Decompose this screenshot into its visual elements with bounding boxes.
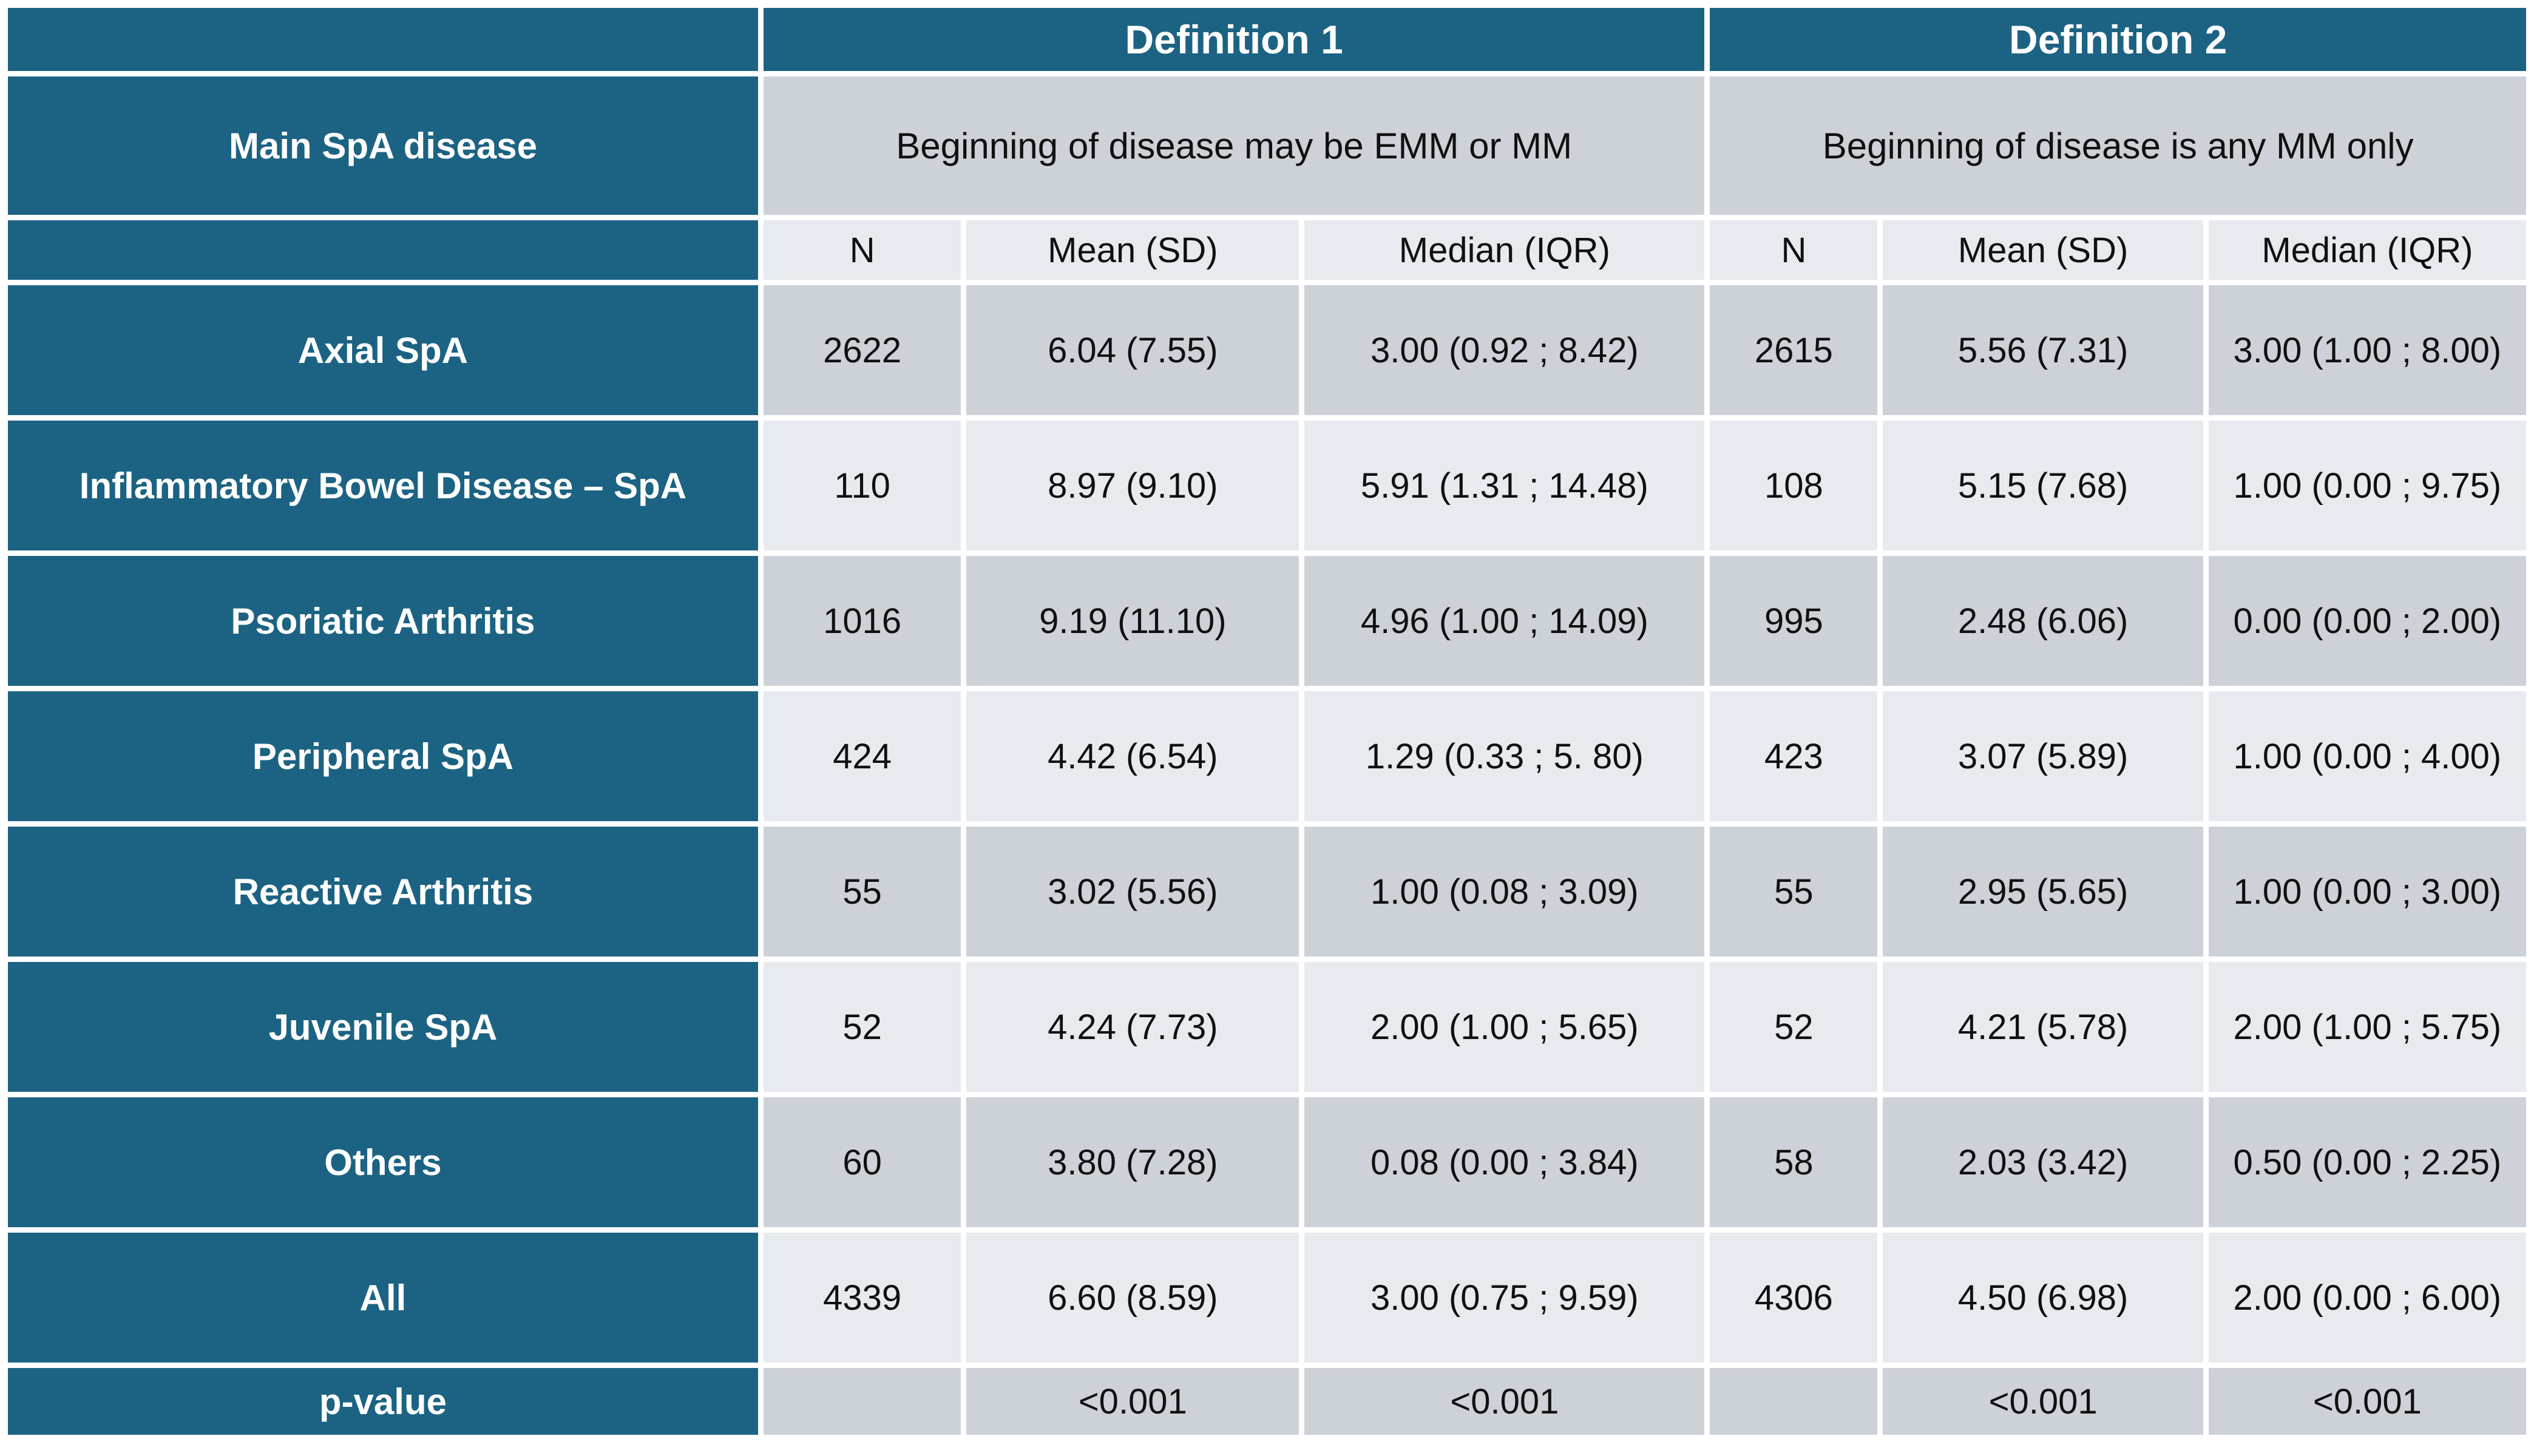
data-cell: 55 [1710,827,1878,957]
data-cell [1710,1368,1878,1435]
data-cell: 4339 [763,1233,961,1363]
data-cell: 4.96 (1.00 ; 14.09) [1304,556,1705,686]
data-cell: 2.00 (0.00 ; 6.00) [2208,1233,2526,1363]
data-cell: 4.24 (7.73) [966,962,1299,1092]
data-cell: 6.60 (8.59) [966,1233,1299,1363]
data-cell: 108 [1710,421,1878,550]
data-cell: 6.04 (7.55) [966,285,1299,415]
data-cell: 0.00 (0.00 ; 2.00) [2208,556,2526,686]
data-cell: 1.00 (0.00 ; 4.00) [2208,691,2526,821]
data-cell: 2.48 (6.06) [1883,556,2203,686]
stat-header-row: N Mean (SD) Median (IQR) N Mean (SD) Med… [8,220,2526,280]
data-cell: <0.001 [966,1368,1299,1435]
definition-1-subtitle: Beginning of disease may be EMM or MM [763,76,1705,215]
data-cell: 2615 [1710,285,1878,415]
stat-header-spacer [8,220,758,280]
table-row: Peripheral SpA 424 4.42 (6.54) 1.29 (0.3… [8,691,2526,821]
table-row: Others 60 3.80 (7.28) 0.08 (0.00 ; 3.84)… [8,1097,2526,1227]
data-cell: 3.00 (1.00 ; 8.00) [2208,285,2526,415]
data-cell: 1016 [763,556,961,686]
row-header-title: Main SpA disease [8,76,758,215]
stat-header-median-def2: Median (IQR) [2208,220,2526,280]
row-label: Inflammatory Bowel Disease – SpA [8,421,758,550]
data-cell [763,1368,961,1435]
definition-header-row: Definition 1 Definition 2 [8,8,2526,71]
definition-1-header: Definition 1 [763,8,1705,71]
row-label: Psoriatic Arthritis [8,556,758,686]
corner-cell [8,8,758,71]
data-cell: 0.50 (0.00 ; 2.25) [2208,1097,2526,1227]
definition-2-header: Definition 2 [1710,8,2526,71]
row-label: Axial SpA [8,285,758,415]
data-cell: 995 [1710,556,1878,686]
data-cell: 3.07 (5.89) [1883,691,2203,821]
data-cell: 2.00 (1.00 ; 5.65) [1304,962,1705,1092]
data-cell: 3.80 (7.28) [966,1097,1299,1227]
data-cell: 1.29 (0.33 ; 5. 80) [1304,691,1705,821]
data-cell: 55 [763,827,961,957]
data-cell: 5.15 (7.68) [1883,421,2203,550]
data-cell: 2622 [763,285,961,415]
data-cell: 52 [1710,962,1878,1092]
subtitle-row: Main SpA disease Beginning of disease ma… [8,76,2526,215]
data-cell: 1.00 (0.00 ; 9.75) [2208,421,2526,550]
data-cell: 3.00 (0.92 ; 8.42) [1304,285,1705,415]
stat-header-mean-def2: Mean (SD) [1883,220,2203,280]
table-row: Axial SpA 2622 6.04 (7.55) 3.00 (0.92 ; … [8,285,2526,415]
data-cell: 5.56 (7.31) [1883,285,2203,415]
row-label: p-value [8,1368,758,1435]
data-cell: 3.02 (5.56) [966,827,1299,957]
data-cell: 2.95 (5.65) [1883,827,2203,957]
data-cell: 4.42 (6.54) [966,691,1299,821]
table-row: Juvenile SpA 52 4.24 (7.73) 2.00 (1.00 ;… [8,962,2526,1092]
row-label: All [8,1233,758,1363]
data-cell: 4.21 (5.78) [1883,962,2203,1092]
data-cell: 9.19 (11.10) [966,556,1299,686]
data-cell: <0.001 [1304,1368,1705,1435]
data-cell: 1.00 (0.00 ; 3.00) [2208,827,2526,957]
data-cell: 4.50 (6.98) [1883,1233,2203,1363]
data-cell: 424 [763,691,961,821]
row-label: Reactive Arthritis [8,827,758,957]
data-cell: 4306 [1710,1233,1878,1363]
stat-header-median-def1: Median (IQR) [1304,220,1705,280]
table-row: Inflammatory Bowel Disease – SpA 110 8.9… [8,421,2526,550]
row-label: Peripheral SpA [8,691,758,821]
data-cell: 110 [763,421,961,550]
data-cell: 60 [763,1097,961,1227]
data-cell: 8.97 (9.10) [966,421,1299,550]
data-cell: 2.00 (1.00 ; 5.75) [2208,962,2526,1092]
pvalue-row: p-value <0.001 <0.001 <0.001 <0.001 [8,1368,2526,1435]
row-label: Juvenile SpA [8,962,758,1092]
table-row: All 4339 6.60 (8.59) 3.00 (0.75 ; 9.59) … [8,1233,2526,1363]
data-cell: 423 [1710,691,1878,821]
row-label: Others [8,1097,758,1227]
data-cell: <0.001 [1883,1368,2203,1435]
data-cell: 2.03 (3.42) [1883,1097,2203,1227]
table-row: Reactive Arthritis 55 3.02 (5.56) 1.00 (… [8,827,2526,957]
stat-header-n-def2: N [1710,220,1878,280]
data-cell: 0.08 (0.00 ; 3.84) [1304,1097,1705,1227]
data-cell: 3.00 (0.75 ; 9.59) [1304,1233,1705,1363]
stat-header-mean-def1: Mean (SD) [966,220,1299,280]
stat-header-n-def1: N [763,220,961,280]
table-row: Psoriatic Arthritis 1016 9.19 (11.10) 4.… [8,556,2526,686]
data-cell: 58 [1710,1097,1878,1227]
data-cell: <0.001 [2208,1368,2526,1435]
data-cell: 5.91 (1.31 ; 14.48) [1304,421,1705,550]
data-cell: 1.00 (0.08 ; 3.09) [1304,827,1705,957]
definition-2-subtitle: Beginning of disease is any MM only [1710,76,2526,215]
data-cell: 52 [763,962,961,1092]
